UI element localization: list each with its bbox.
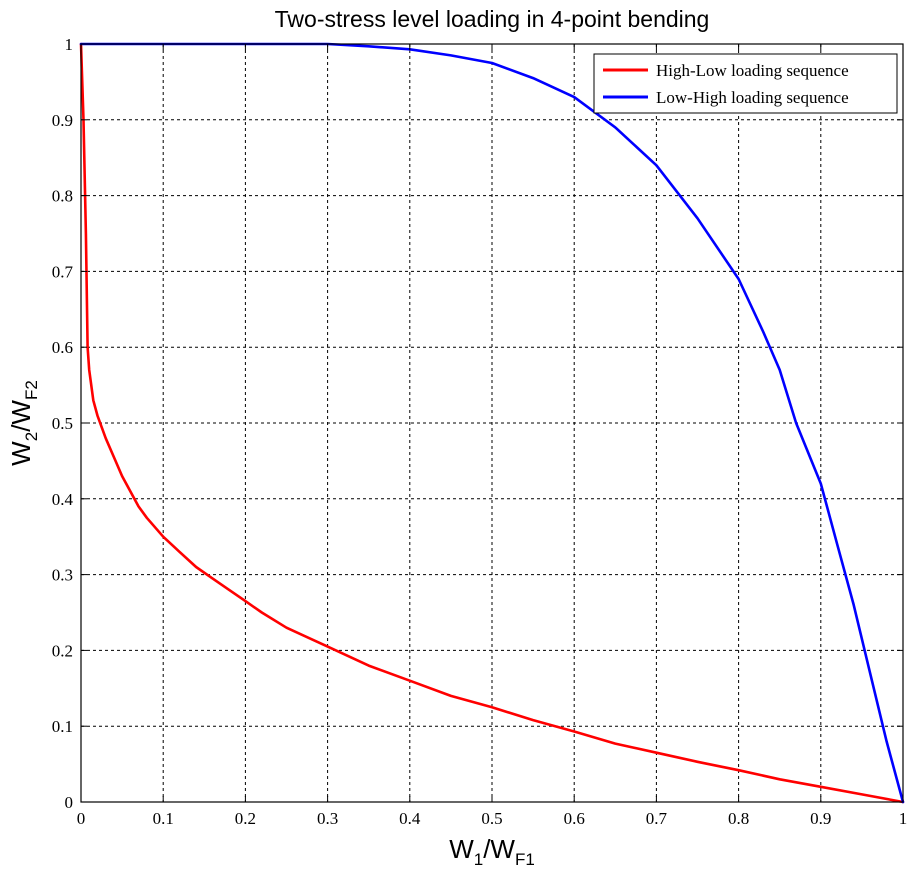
y-tick-label: 0.4	[52, 490, 74, 509]
y-tick-label: 0.8	[52, 187, 73, 206]
y-tick-label: 0.5	[52, 414, 73, 433]
x-tick-label: 0	[77, 809, 86, 828]
x-tick-label: 0.5	[481, 809, 502, 828]
x-tick-label: 0.4	[399, 809, 421, 828]
legend-label-low-high: Low-High loading sequence	[656, 88, 849, 107]
x-tick-label: 1	[899, 809, 908, 828]
x-tick-label: 0.9	[810, 809, 831, 828]
y-tick-label: 0.9	[52, 111, 73, 130]
y-tick-label: 1	[65, 35, 74, 54]
y-tick-label: 0.2	[52, 641, 73, 660]
legend-label-high-low: High-Low loading sequence	[656, 61, 849, 80]
ticks	[80, 43, 904, 803]
x-tick-label: 0.3	[317, 809, 338, 828]
tick-labels: 0 0.1 0.2 0.3 0.4 0.5 0.6 0.7 0.8 0.9 1 0 0.1 0.2 0.3 0…	[52, 35, 908, 828]
y-tick-label: 0.7	[52, 262, 74, 281]
x-tick-label: 0.7	[646, 809, 668, 828]
legend-box	[593, 53, 898, 114]
y-tick-label: 0.3	[52, 566, 73, 585]
x-axis-label: W1/WF1	[449, 834, 535, 869]
y-axis-label: W2/WF2	[6, 380, 41, 466]
chart-title: Two-stress level loading in 4-point bend…	[275, 6, 710, 32]
x-tick-label: 0.2	[235, 809, 256, 828]
series-line-high-low	[79, 42, 905, 804]
series-line-low-high	[79, 42, 905, 804]
series-layer	[79, 42, 905, 804]
x-tick-label: 0.6	[564, 809, 585, 828]
legend: High-Low loading sequence Low-High loadi…	[593, 53, 898, 114]
y-tick-label: 0.1	[52, 717, 73, 736]
y-tick-label: 0	[65, 793, 74, 812]
x-tick-label: 0.8	[728, 809, 749, 828]
y-tick-label: 0.6	[52, 338, 73, 357]
x-tick-label: 0.1	[153, 809, 174, 828]
grid	[81, 44, 903, 802]
